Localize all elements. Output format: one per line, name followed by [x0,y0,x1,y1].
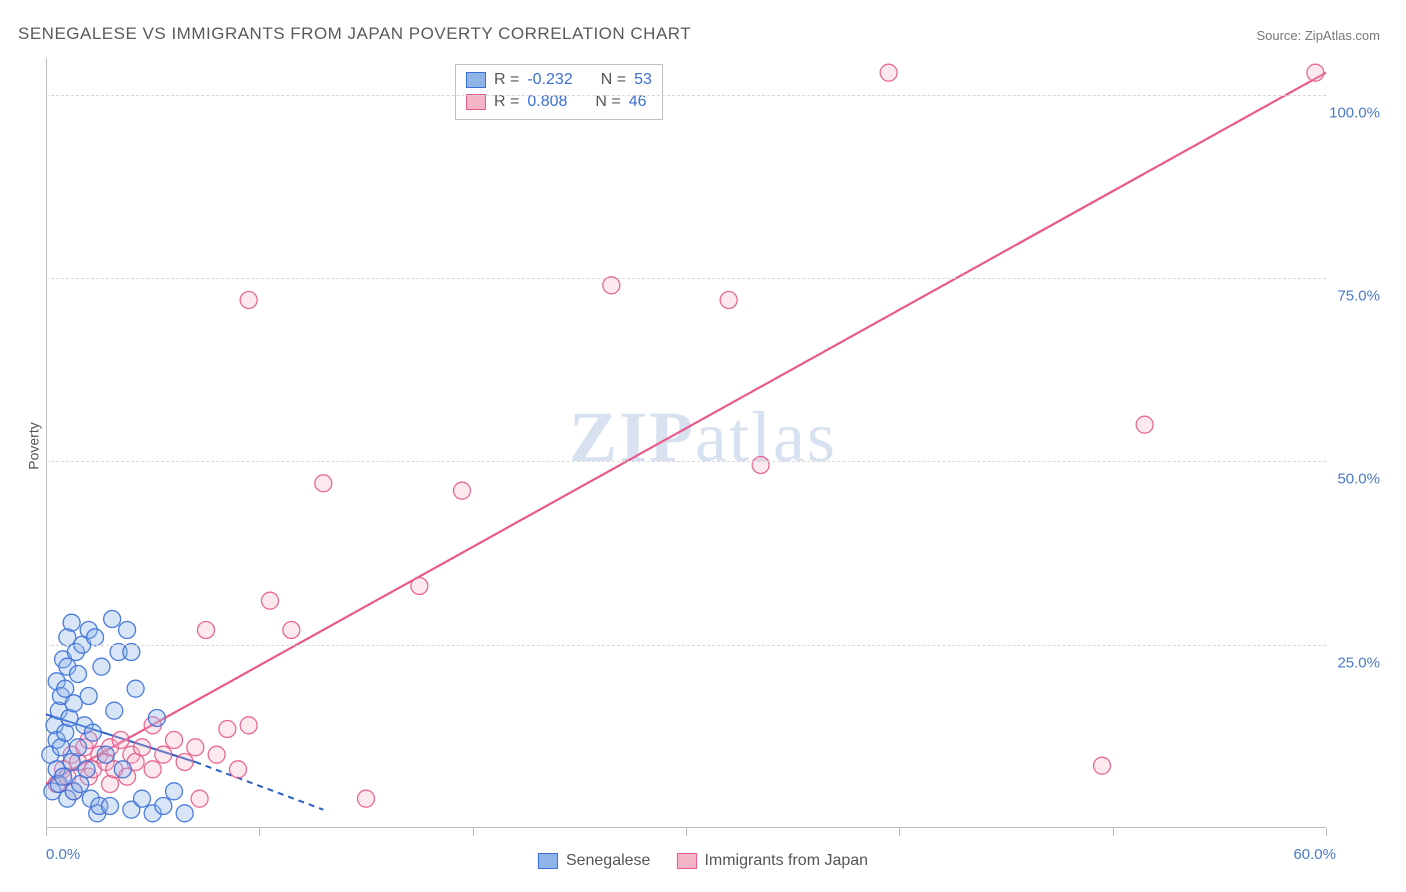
x-tick [46,828,47,836]
scatter-point [119,622,136,639]
gridline-h [46,645,1326,646]
x-tick-label: 60.0% [1276,846,1336,863]
scatter-point [198,622,215,639]
scatter-point [114,761,131,778]
scatter-point [155,746,172,763]
scatter-point [240,717,257,734]
x-tick [1326,828,1327,836]
scatter-point [1307,64,1324,81]
scatter-point [283,622,300,639]
gridline-h [46,95,1326,96]
scatter-point [208,746,225,763]
scatter-point [240,292,257,309]
legend-swatch-0 [466,72,486,88]
legend-n-value-0: 53 [634,69,652,91]
scatter-point [166,732,183,749]
scatter-point [78,761,95,778]
scatter-point [70,739,87,756]
legend-item-0: Senegalese [538,852,651,870]
source-prefix: Source: [1256,28,1304,43]
scatter-point [603,277,620,294]
chart-title: SENEGALESE VS IMMIGRANTS FROM JAPAN POVE… [18,24,691,44]
scatter-point [880,64,897,81]
trend-line-extrap-series-0 [195,762,323,810]
scatter-point [411,578,428,595]
y-tick-label: 75.0% [1337,288,1380,305]
scatter-point [187,739,204,756]
scatter-point [80,688,97,705]
chart-svg [46,58,1326,828]
scatter-point [97,746,114,763]
legend-r-label: R = [494,69,519,91]
x-tick [1113,828,1114,836]
legend-r-value-0: -0.232 [527,69,572,91]
x-tick [686,828,687,836]
legend-bottom-label-0: Senegalese [566,852,651,870]
x-tick [899,828,900,836]
scatter-point [112,732,129,749]
gridline-h [46,461,1326,462]
legend-row-series-0: R = -0.232 N = 53 [466,69,652,91]
legend-correlation-box: R = -0.232 N = 53 R = 0.808 N = 46 [455,64,663,120]
y-tick-label: 100.0% [1329,104,1380,121]
scatter-point [219,721,236,738]
scatter-point [315,475,332,492]
source-attribution: Source: ZipAtlas.com [1256,28,1380,43]
scatter-point [93,658,110,675]
scatter-point [262,592,279,609]
scatter-point [1136,416,1153,433]
legend-bottom-label-1: Immigrants from Japan [704,852,868,870]
legend-series-box: Senegalese Immigrants from Japan [538,852,868,870]
x-tick [259,828,260,836]
scatter-point [454,482,471,499]
source-name: ZipAtlas.com [1305,28,1380,43]
scatter-point [230,761,247,778]
scatter-point [155,798,172,815]
scatter-point [176,754,193,771]
legend-swatch-1 [466,94,486,110]
scatter-point [134,790,151,807]
scatter-point [123,644,140,661]
scatter-point [63,614,80,631]
scatter-point [70,666,87,683]
scatter-point [87,629,104,646]
scatter-point [134,739,151,756]
x-tick-label: 0.0% [46,846,80,863]
y-axis-label: Poverty [26,422,42,469]
scatter-point [358,790,375,807]
scatter-point [191,790,208,807]
legend-bottom-swatch-0 [538,853,558,869]
scatter-point [176,805,193,822]
gridline-h [46,278,1326,279]
y-tick-label: 50.0% [1337,471,1380,488]
scatter-point [720,292,737,309]
legend-item-1: Immigrants from Japan [676,852,868,870]
x-tick [473,828,474,836]
scatter-point [752,457,769,474]
scatter-point [84,724,101,741]
scatter-point [148,710,165,727]
trend-line-series-1 [46,73,1326,784]
scatter-point [102,798,119,815]
scatter-point [166,783,183,800]
scatter-point [1094,757,1111,774]
y-tick-label: 25.0% [1337,654,1380,671]
scatter-point [106,702,123,719]
scatter-point [127,680,144,697]
scatter-point [144,761,161,778]
legend-bottom-swatch-1 [676,853,696,869]
scatter-point [104,611,121,628]
legend-n-label: N = [601,69,626,91]
